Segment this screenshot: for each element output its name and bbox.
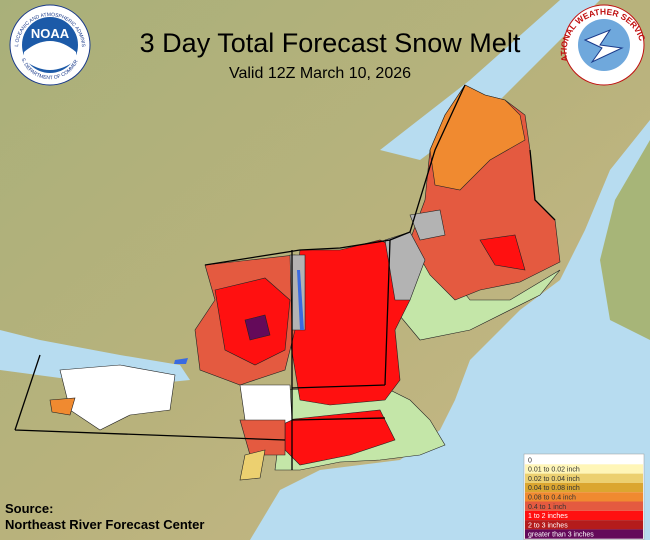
legend-label: 0.04 to 0.08 inch <box>528 485 580 492</box>
canada-land <box>600 140 650 340</box>
region-maine-north <box>429 84 526 191</box>
region-maine-coast <box>479 234 526 271</box>
source-label: Source: <box>5 501 53 516</box>
region-hudson <box>239 419 286 456</box>
region-orange <box>49 397 76 416</box>
state-border <box>14 84 556 470</box>
legend-swatch <box>525 455 643 465</box>
source-name: Northeast River Forecast Center <box>5 517 204 532</box>
legend-swatch <box>525 464 643 474</box>
legend-label: greater than 3 inches <box>528 532 594 539</box>
region-core <box>289 239 411 406</box>
legend: 0 0.01 to 0.02 inch 0.02 to 0.04 inch 0.04 … <box>523 453 645 540</box>
region-white <box>59 364 176 431</box>
region-max <box>244 314 271 341</box>
legend-swatch <box>525 492 643 502</box>
legend-swatch <box>525 529 643 539</box>
legend-label: 0.01 to 0.02 inch <box>528 467 580 474</box>
legend-label: 0.08 to 0.4 inch <box>528 495 576 502</box>
legend-swatch <box>525 501 643 511</box>
subtitle: Valid 12Z March 10, 2026 <box>229 65 411 82</box>
legend-label: 0.4 to 1 inch <box>528 504 566 511</box>
lake <box>297 270 304 330</box>
river <box>380 0 600 160</box>
ocean <box>250 120 650 540</box>
region-yellow <box>239 449 266 481</box>
noaa-name: NOAA <box>31 26 70 41</box>
legend-label: 0.02 to 0.04 inch <box>528 476 580 483</box>
legend-swatch <box>525 482 643 493</box>
legend-label: 1 to 2 inches <box>528 513 568 520</box>
legend-swatch <box>525 520 643 530</box>
region-gray <box>409 209 446 241</box>
legend-label: 2 to 3 inches <box>528 522 568 529</box>
legend-swatch <box>525 473 643 483</box>
legend-swatch <box>525 510 643 521</box>
lake <box>174 358 188 364</box>
title: 3 Day Total Forecast Snow Melt <box>140 28 521 58</box>
legend-label: 0 <box>528 457 532 464</box>
